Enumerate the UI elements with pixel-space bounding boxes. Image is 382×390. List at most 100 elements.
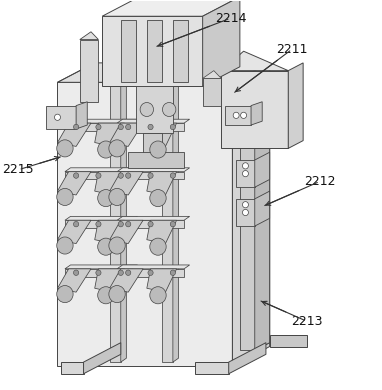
Polygon shape <box>270 335 307 347</box>
Polygon shape <box>117 123 184 131</box>
Polygon shape <box>58 172 91 195</box>
Polygon shape <box>117 265 189 269</box>
Polygon shape <box>65 119 138 123</box>
Bar <box>147 20 162 82</box>
Polygon shape <box>202 0 240 86</box>
Circle shape <box>170 124 175 130</box>
Circle shape <box>98 141 114 158</box>
Polygon shape <box>65 172 132 179</box>
Bar <box>173 20 188 82</box>
Polygon shape <box>102 0 240 16</box>
Circle shape <box>73 270 79 275</box>
Circle shape <box>126 173 131 178</box>
Polygon shape <box>117 269 184 277</box>
Polygon shape <box>251 102 262 125</box>
Polygon shape <box>102 16 202 86</box>
Polygon shape <box>61 362 84 374</box>
Polygon shape <box>232 63 270 366</box>
Polygon shape <box>128 152 184 168</box>
Circle shape <box>170 173 175 178</box>
Circle shape <box>162 103 176 117</box>
Polygon shape <box>162 86 173 362</box>
Polygon shape <box>117 119 189 123</box>
Circle shape <box>96 124 101 130</box>
Circle shape <box>57 237 73 254</box>
Polygon shape <box>202 78 221 106</box>
Circle shape <box>241 112 246 119</box>
Circle shape <box>118 270 123 275</box>
Polygon shape <box>76 102 87 129</box>
Polygon shape <box>110 172 143 195</box>
Polygon shape <box>147 269 176 292</box>
Circle shape <box>98 287 114 304</box>
Polygon shape <box>58 123 91 146</box>
Text: 2215: 2215 <box>3 157 60 176</box>
Polygon shape <box>110 123 143 146</box>
Polygon shape <box>110 220 143 244</box>
Circle shape <box>243 163 248 169</box>
Circle shape <box>73 124 79 130</box>
Polygon shape <box>143 133 162 156</box>
Circle shape <box>118 222 123 227</box>
Polygon shape <box>110 269 143 292</box>
Polygon shape <box>65 216 138 220</box>
Polygon shape <box>65 265 138 269</box>
Text: 2214: 2214 <box>157 12 246 46</box>
Polygon shape <box>46 106 76 129</box>
Circle shape <box>109 140 125 157</box>
Circle shape <box>98 190 114 207</box>
Polygon shape <box>225 106 251 125</box>
Polygon shape <box>147 123 176 146</box>
Polygon shape <box>65 168 138 172</box>
Polygon shape <box>58 82 232 366</box>
Polygon shape <box>84 343 121 374</box>
Circle shape <box>55 114 60 121</box>
Circle shape <box>148 124 153 130</box>
Polygon shape <box>58 220 91 244</box>
Polygon shape <box>80 39 99 102</box>
Circle shape <box>57 140 73 157</box>
Polygon shape <box>117 216 189 220</box>
Bar <box>121 20 136 82</box>
Polygon shape <box>229 343 266 374</box>
Polygon shape <box>95 172 125 195</box>
Polygon shape <box>95 123 125 146</box>
Polygon shape <box>65 269 132 277</box>
Circle shape <box>96 270 101 275</box>
Circle shape <box>57 188 73 206</box>
Polygon shape <box>173 82 178 362</box>
Polygon shape <box>236 199 255 226</box>
Polygon shape <box>80 32 99 39</box>
Polygon shape <box>117 168 189 172</box>
Circle shape <box>98 238 114 255</box>
Circle shape <box>109 188 125 206</box>
Polygon shape <box>58 63 270 82</box>
Polygon shape <box>136 86 173 133</box>
Circle shape <box>150 287 166 304</box>
Polygon shape <box>202 71 221 78</box>
Circle shape <box>140 103 154 117</box>
Polygon shape <box>147 220 176 244</box>
Circle shape <box>243 202 248 208</box>
Polygon shape <box>236 160 255 187</box>
Polygon shape <box>195 362 229 374</box>
Circle shape <box>126 270 131 275</box>
Polygon shape <box>255 152 270 187</box>
Circle shape <box>150 190 166 207</box>
Polygon shape <box>221 71 288 148</box>
Circle shape <box>170 270 175 275</box>
Circle shape <box>148 173 153 178</box>
Circle shape <box>126 124 131 130</box>
Circle shape <box>57 285 73 303</box>
Circle shape <box>150 238 166 255</box>
Circle shape <box>118 124 123 130</box>
Text: 2211: 2211 <box>235 43 308 92</box>
Circle shape <box>96 173 101 178</box>
Circle shape <box>233 112 239 119</box>
Circle shape <box>109 285 125 303</box>
Circle shape <box>126 222 131 227</box>
Polygon shape <box>58 269 91 292</box>
Polygon shape <box>240 98 255 351</box>
Polygon shape <box>65 123 132 131</box>
Polygon shape <box>288 63 303 148</box>
